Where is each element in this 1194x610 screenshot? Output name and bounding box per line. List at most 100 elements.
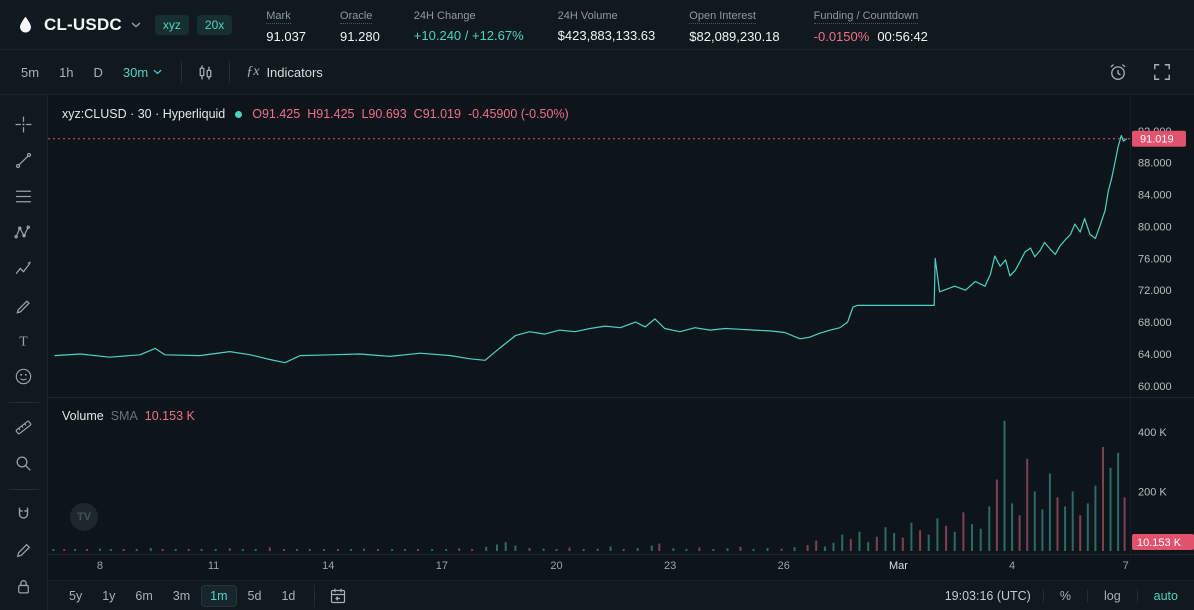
time-tick: 11 (207, 560, 220, 572)
svg-text:80.000: 80.000 (1138, 222, 1172, 234)
time-tick: 8 (96, 560, 103, 572)
stat-value: $423,883,133.63 (557, 27, 656, 43)
stat-label: 24H Change (413, 9, 476, 22)
chart-area[interactable]: 92.00088.00084.00080.00076.00072.00068.0… (48, 95, 1194, 580)
time-tick: Mar (888, 560, 908, 572)
stat-24h-change: 24H Change +10.240 / +12.67% (414, 6, 524, 44)
range-button-1m[interactable]: 1m (201, 584, 237, 607)
emoji-icon (14, 367, 33, 386)
header-stats: Mark 91.037 Oracle 91.280 24H Change +10.240 … (266, 6, 928, 44)
interval-button-5m[interactable]: 5m (12, 60, 48, 85)
range-button-1y[interactable]: 1y (93, 585, 124, 607)
range-button-5d[interactable]: 5d (239, 585, 271, 607)
time-tick: 17 (435, 560, 448, 572)
forecast-tool-button[interactable] (7, 251, 41, 285)
toolbar-divider (1086, 588, 1088, 603)
stat-value: 91.280 (340, 28, 380, 44)
time-tick: 4 (1008, 560, 1016, 572)
toolbar-divider (8, 489, 39, 490)
brush-tool-button[interactable] (7, 287, 41, 321)
zoom-tool-button[interactable] (7, 446, 41, 480)
range-button-5y[interactable]: 5y (60, 585, 91, 607)
emoji-tool-button[interactable] (7, 359, 41, 393)
svg-text:76.000: 76.000 (1138, 253, 1172, 265)
lock-tool-button[interactable] (7, 569, 41, 603)
stat-funding-countdown: Funding / Countdown -0.0150% 00:56:42 (813, 6, 928, 44)
crosshair-icon (14, 115, 33, 134)
stat-label: Oracle (340, 9, 373, 24)
interval-button-30m-active[interactable]: 30m (114, 60, 171, 85)
chart-canvas[interactable]: 92.00088.00084.00080.00076.00072.00068.0… (48, 95, 1194, 555)
stat-open-interest: Open Interest $82,089,230.18 (689, 6, 780, 44)
crosshair-tool-button[interactable] (7, 107, 41, 141)
market-badges: xyz 20x (154, 14, 233, 35)
time-tick: 7 (1122, 560, 1129, 572)
xabcd-pattern-tool-button[interactable] (7, 215, 41, 249)
indicators-button[interactable]: ƒx Indicators (240, 60, 329, 84)
svg-text:400 K: 400 K (1138, 427, 1167, 439)
svg-text:91.019: 91.019 (1140, 134, 1174, 146)
stat-value: -0.0150% 00:56:42 (813, 28, 928, 44)
forecast-icon (14, 259, 33, 278)
fullscreen-button[interactable] (1148, 58, 1176, 86)
time-tick: 20 (550, 560, 563, 572)
time-tick: 23 (664, 560, 677, 572)
alert-clock-button[interactable] (1104, 58, 1132, 86)
interval-button-1h[interactable]: 1h (50, 60, 82, 85)
range-button-3m[interactable]: 3m (164, 585, 199, 607)
percent-scale-button[interactable]: % (1056, 587, 1075, 605)
time-axis[interactable]: 8 11 14 17 20 23 26 Mar 4 7 (48, 555, 1194, 580)
toolbar-divider (181, 61, 183, 83)
toolbar-divider (8, 402, 39, 403)
interval-group: 5m 1h D 30m (12, 60, 171, 85)
main-area: T 92.00088.00084.00080.00076.00072.00068… (0, 95, 1194, 610)
svg-text:72.000: 72.000 (1138, 285, 1172, 297)
ruler-icon (14, 418, 33, 437)
stat-label: 24H Volume (557, 9, 618, 22)
ruler-tool-button[interactable] (7, 410, 41, 444)
stat-oracle: Oracle 91.280 (340, 6, 380, 44)
market-selector[interactable]: CL-USDC (16, 15, 141, 35)
chart-column: 92.00088.00084.00080.00076.00072.00068.0… (48, 95, 1194, 610)
stat-label: Funding / Countdown (813, 9, 919, 24)
time-tick: 14 (322, 560, 335, 572)
chart-toolbar-right (1104, 58, 1176, 86)
text-tool-button[interactable]: T (7, 323, 41, 357)
brush-icon (14, 295, 33, 314)
stat-value: +10.240 / +12.67% (413, 27, 524, 43)
toolbar-divider (314, 584, 316, 607)
range-button-1d[interactable]: 1d (272, 585, 304, 607)
indicators-label: Indicators (266, 64, 323, 80)
range-group: 5y 1y 6m 3m 1m 5d 1d (60, 583, 351, 609)
drawing-toolbar: T (0, 95, 48, 610)
toolbar-divider (229, 61, 231, 83)
fib-retracement-tool-button[interactable] (7, 179, 41, 213)
range-button-6m[interactable]: 6m (126, 585, 161, 607)
market-name: CL-USDC (44, 14, 122, 34)
svg-text:60.000: 60.000 (1138, 381, 1172, 393)
toolbar-divider (1136, 588, 1138, 603)
tradingview-logo[interactable]: TV (70, 503, 98, 531)
chart-toolbar: 5m 1h D 30m ƒx Indicators (0, 50, 1194, 95)
fib-retracement-icon (14, 187, 33, 206)
chart-toolbar-left: 5m 1h D 30m ƒx Indicators (12, 59, 329, 86)
candle-style-button[interactable] (192, 59, 219, 86)
clock[interactable]: 19:03:16 (UTC) (944, 588, 1031, 603)
goto-date-button[interactable] (325, 583, 351, 609)
magnet-icon (14, 505, 33, 524)
auto-scale-button[interactable]: auto (1150, 587, 1182, 605)
leverage-badge[interactable]: 20x (196, 14, 233, 35)
hyperliquid-logo-icon (16, 15, 35, 34)
edit-tool-button[interactable] (7, 533, 41, 567)
edit-icon (14, 541, 33, 560)
svg-text:88.000: 88.000 (1138, 158, 1172, 170)
svg-text:68.000: 68.000 (1138, 317, 1172, 329)
magnet-tool-button[interactable] (7, 497, 41, 531)
svg-text:64.000: 64.000 (1138, 349, 1172, 361)
interval-button-D[interactable]: D (85, 60, 112, 85)
log-scale-button[interactable]: log (1100, 587, 1125, 605)
trend-line-tool-button[interactable] (7, 143, 41, 177)
trend-line-icon (14, 151, 33, 170)
dex-badge[interactable]: xyz (154, 14, 189, 35)
